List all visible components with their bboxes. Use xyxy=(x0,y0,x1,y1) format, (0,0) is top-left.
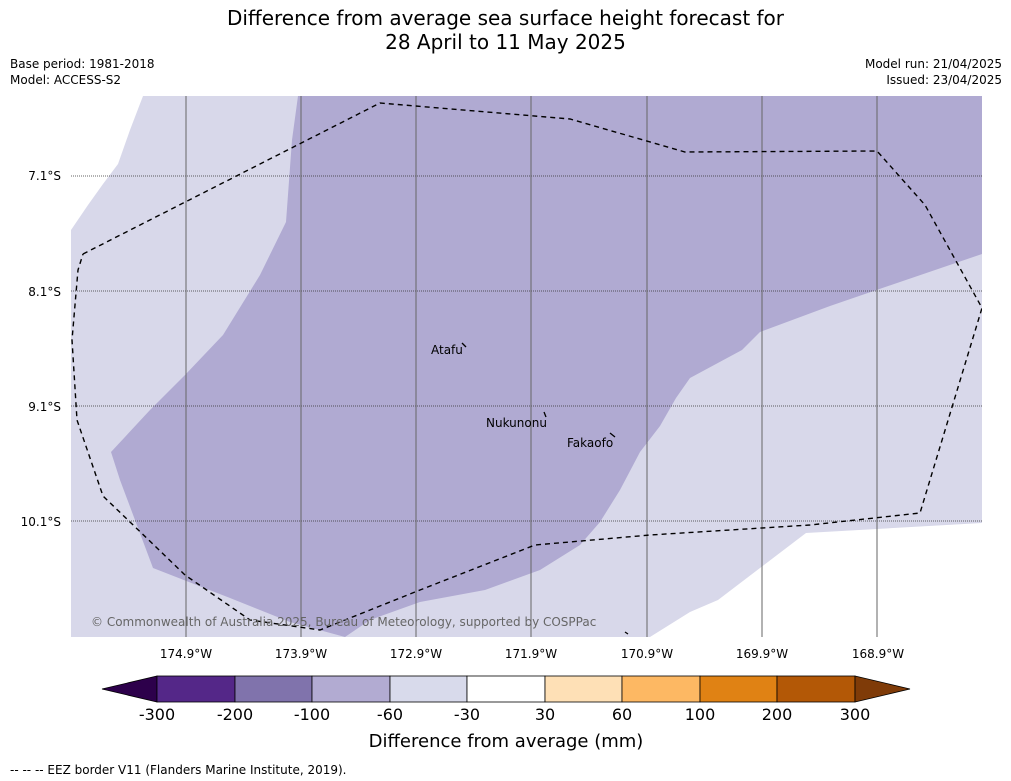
copyright-notice: © Commonwealth of Australia 2025, Bureau… xyxy=(91,615,596,629)
colorbar-tick-1: -300 xyxy=(139,705,175,724)
lon-label-5: 170.9°W xyxy=(621,647,673,661)
colorbar xyxy=(101,675,911,703)
colorbar-bin-9 xyxy=(776,675,856,703)
meta-left: Base period: 1981-2018 Model: ACCESS-S2 xyxy=(10,56,155,88)
colorbar-tick-10: 300 xyxy=(840,705,871,724)
lon-label-3: 172.9°W xyxy=(390,647,442,661)
lat-label-1: 7.1°S xyxy=(28,169,61,183)
lat-labels: 7.1°S 8.1°S 9.1°S 10.1°S xyxy=(21,169,61,529)
atafu-island xyxy=(461,342,467,348)
colorbar-bin-6 xyxy=(544,675,623,703)
issued-date: Issued: 23/04/2025 xyxy=(886,73,1002,87)
lon-label-7: 168.9°W xyxy=(852,647,904,661)
colorbar-tick-4: -60 xyxy=(377,705,403,724)
colorbar-label: Difference from average (mm) xyxy=(369,731,644,752)
model-name: Model: ACCESS-S2 xyxy=(10,73,122,87)
colorbar-bin-8 xyxy=(699,675,778,703)
lon-gridlines xyxy=(185,96,878,637)
fakaofo-island xyxy=(609,432,616,438)
colorbar-tick-5: -30 xyxy=(454,705,480,724)
lon-labels: 174.9°W 173.9°W 172.9°W 171.9°W 170.9°W … xyxy=(160,647,904,661)
eez-border xyxy=(71,102,982,631)
colorbar-bin-1 xyxy=(156,675,236,703)
lon-label-4: 171.9°W xyxy=(505,647,557,661)
colorbar-tick-2: -200 xyxy=(217,705,253,724)
base-period: Base period: 1981-2018 xyxy=(10,57,155,71)
islet xyxy=(624,631,629,635)
band-neg100-neg60 xyxy=(111,96,982,637)
chart-title: Difference from average sea surface heig… xyxy=(0,6,1011,54)
colorbar-ticks: -300 -200 -100 -60 -30 30 60 100 200 300 xyxy=(139,705,870,724)
colorbar-bin-7 xyxy=(621,675,701,703)
lon-label-1: 174.9°W xyxy=(160,647,212,661)
nukunonu-island xyxy=(543,411,547,418)
meta-right: Model run: 21/04/2025 Issued: 23/04/2025 xyxy=(865,56,1002,88)
colorbar-tick-6: 30 xyxy=(535,705,555,724)
eez-legend: -- -- -- EEZ border V11 (Flanders Marine… xyxy=(10,763,347,777)
lat-label-4: 10.1°S xyxy=(21,515,61,529)
place-label-fakaofo: Fakaofo xyxy=(567,436,613,450)
place-label-nukunonu: Nukunonu xyxy=(486,416,547,430)
lat-label-2: 8.1°S xyxy=(28,285,61,299)
colorbar-bin-5 xyxy=(466,675,546,703)
colorbar-tick-3: -100 xyxy=(294,705,330,724)
colorbar-bin-2 xyxy=(234,675,313,703)
lon-label-6: 169.9°W xyxy=(736,647,788,661)
colorbar-tick-9: 200 xyxy=(762,705,793,724)
colorbar-tick-8: 100 xyxy=(685,705,716,724)
place-label-atafu: Atafu xyxy=(431,343,463,357)
title-line-1: Difference from average sea surface heig… xyxy=(226,6,785,30)
colorbar-extend-low xyxy=(101,675,158,703)
islands xyxy=(461,342,629,635)
colorbar-extend-high xyxy=(854,675,911,703)
colorbar-bin-3 xyxy=(311,675,391,703)
title-line-2: 28 April to 11 May 2025 xyxy=(385,30,626,54)
lat-label-3: 9.1°S xyxy=(28,400,61,414)
lon-label-2: 173.9°W xyxy=(275,647,327,661)
colorbar-tick-7: 60 xyxy=(612,705,632,724)
colorbar-bin-4 xyxy=(389,675,468,703)
map-area: Atafu Nukunonu Fakaofo © Commonwealth of… xyxy=(71,96,982,637)
model-run: Model run: 21/04/2025 xyxy=(864,57,1002,71)
